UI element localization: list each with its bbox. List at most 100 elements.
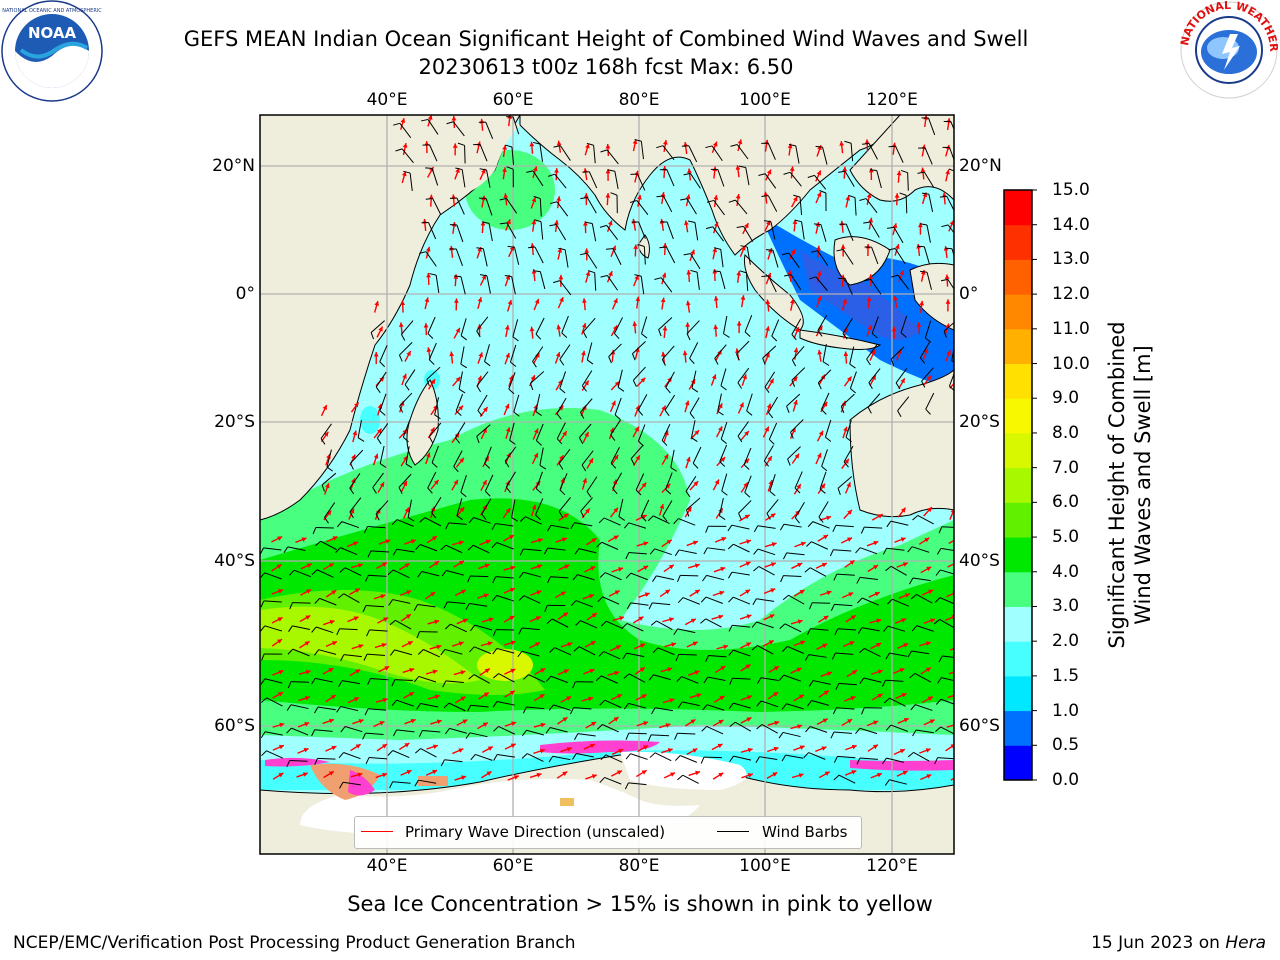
wind-barb: [586, 342, 594, 365]
wind-barb: [867, 393, 881, 414]
wind-barb: [829, 549, 852, 557]
wave-arrow: [401, 640, 413, 648]
colorbar-title-line2: Wind Waves and Swell [m]: [1131, 345, 1155, 625]
wind-barb: [599, 572, 622, 581]
wind-barb: [585, 221, 597, 242]
wind-barb: [651, 707, 673, 715]
wave-arrow: [507, 775, 520, 781]
wind-barb: [907, 650, 930, 658]
wind-barb: [533, 270, 546, 290]
wind-barb: [728, 624, 751, 632]
wind-barb: [518, 627, 540, 635]
wind-barb: [414, 675, 437, 683]
wave-arrow: [846, 669, 858, 678]
wind-barb: [680, 198, 697, 215]
wave-arrow: [790, 724, 803, 730]
wind-barb: [652, 575, 675, 582]
wind-barb: [768, 422, 778, 445]
wind-barb: [600, 149, 619, 165]
wind-barb: [617, 369, 625, 392]
wind-barb: [600, 274, 618, 291]
wind-barb: [886, 520, 909, 528]
wave-arrow: [558, 564, 570, 571]
wave-arrow: [819, 590, 832, 596]
wave-arrow: [430, 479, 440, 490]
wave-arrow: [763, 352, 770, 365]
wind-barb: [860, 526, 883, 534]
wave-arrow: [373, 300, 379, 313]
wind-barb: [391, 699, 414, 707]
wind-barb: [762, 345, 777, 365]
wave-arrow: [921, 696, 934, 704]
wind-barb: [460, 318, 467, 341]
wind-barb: [866, 344, 878, 366]
wave-arrow: [949, 647, 954, 651]
wave-arrow: [712, 719, 724, 727]
wave-arrow: [711, 614, 724, 620]
wind-barb: [674, 549, 697, 557]
wind-barb: [924, 320, 932, 343]
wind-barb: [558, 497, 571, 518]
wave-arrow: [868, 591, 881, 598]
wave-arrow: [350, 563, 363, 569]
wave-arrow: [817, 483, 826, 494]
wind-barb: [764, 371, 776, 393]
wind-barb: [421, 221, 437, 240]
wind-barb: [948, 168, 954, 172]
wind-barb: [782, 552, 805, 560]
wind-barb: [482, 221, 493, 242]
wind-barb: [791, 318, 802, 341]
wave-arrow: [533, 693, 545, 702]
wind-barb: [885, 565, 907, 576]
wind-barb: [336, 706, 359, 713]
wind-barb: [481, 498, 492, 520]
wind-barb: [658, 317, 673, 337]
wind-barb: [791, 367, 806, 387]
wind-barb: [399, 392, 413, 413]
wave-arrow: [606, 220, 613, 232]
wind-barb: [431, 496, 442, 519]
wind-barb: [599, 224, 619, 241]
wind-barb: [457, 142, 466, 164]
wind-barb: [618, 498, 625, 521]
wave-arrow: [347, 616, 359, 623]
wave-arrow: [896, 562, 909, 568]
colorbar-segment: [1004, 363, 1032, 399]
wave-arrow: [815, 746, 827, 753]
wind-barb: [713, 270, 726, 290]
wave-arrow: [607, 535, 619, 543]
wind-barb: [407, 499, 415, 522]
wave-arrow: [456, 719, 468, 726]
wind-barb: [641, 316, 648, 339]
wave-arrow: [686, 747, 698, 755]
wave-arrow: [737, 139, 743, 152]
wave-arrow: [923, 375, 932, 386]
wave-arrow: [377, 481, 385, 493]
wave-arrow: [632, 139, 638, 152]
wave-arrow: [868, 217, 874, 230]
wave-arrow: [400, 117, 406, 130]
wind-barb: [404, 369, 416, 391]
wind-barb: [491, 523, 514, 530]
wind-barb: [794, 501, 805, 524]
wind-barb: [427, 471, 437, 494]
wave-arrow: [323, 562, 335, 570]
wave-arrow: [560, 746, 572, 753]
wind-barb: [753, 548, 776, 556]
colorbar-tick-label: 1.5: [1052, 665, 1080, 686]
colorbar-segment: [1004, 432, 1032, 469]
wind-barb: [769, 474, 776, 497]
wind-barb: [339, 567, 362, 577]
wind-barb: [910, 594, 933, 604]
wind-barb: [885, 652, 908, 660]
wave-arrow: [741, 374, 747, 386]
colorbar-segment: [1004, 328, 1032, 365]
wind-barb: [746, 393, 753, 416]
wave-arrow: [378, 539, 391, 545]
wave-arrow: [605, 168, 611, 181]
wave-arrow: [611, 298, 618, 310]
wave-arrow: [529, 772, 542, 779]
wave-arrow: [713, 324, 719, 337]
wind-barb: [387, 569, 410, 579]
wave-arrow: [583, 668, 595, 675]
